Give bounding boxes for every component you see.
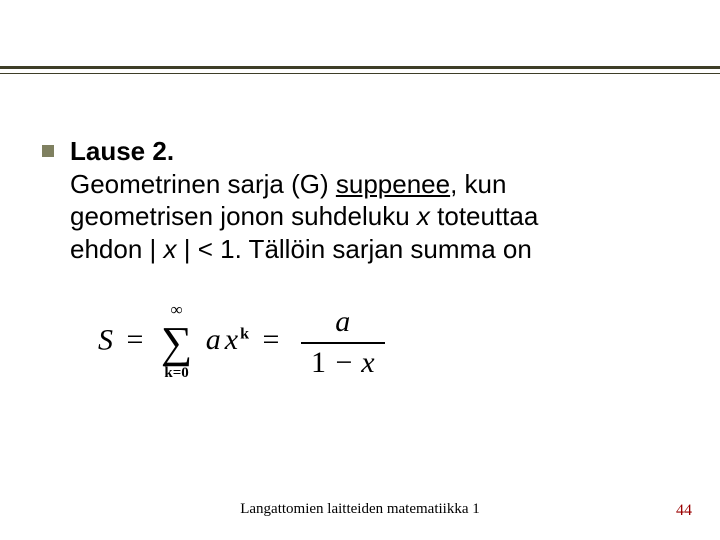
formula-lhs: S <box>98 323 113 356</box>
term-a: a <box>206 323 221 356</box>
formula: S = ∞ ∑ k=0 axk = a 1 − x <box>98 305 385 380</box>
line2-b: x <box>417 201 430 231</box>
sigma-symbol: ∑ <box>161 321 192 365</box>
term-x: x <box>225 323 238 356</box>
line1-b: suppenee <box>336 169 450 199</box>
footer-text: Langattomien laitteiden matematiikka 1 <box>0 501 720 518</box>
sigma-top: ∞ <box>171 301 183 318</box>
line3-c: | < 1. Tällöin sarjan summa on <box>177 234 532 264</box>
title-rule <box>0 66 720 76</box>
body-text: Lause 2. Geometrinen sarja (G) suppenee,… <box>70 135 538 265</box>
sigma-icon: ∞ ∑ k=0 <box>161 321 192 365</box>
slide-body: Lause 2. Geometrinen sarja (G) suppenee,… <box>42 135 680 265</box>
frac-den: 1 − x <box>301 346 385 381</box>
line1-a: Geometrinen sarja (G) <box>70 169 336 199</box>
sigma-bottom: k=0 <box>164 366 188 381</box>
line3-b: x <box>164 234 177 264</box>
formula-eq1: = <box>127 323 144 356</box>
line3-a: ehdon | <box>70 234 164 264</box>
heading: Lause 2. <box>70 136 174 166</box>
page-number: 44 <box>676 502 692 520</box>
line2-c: toteuttaa <box>430 201 538 231</box>
frac-line <box>301 342 385 344</box>
line1-c: , kun <box>450 169 506 199</box>
formula-eq2: = <box>263 323 280 356</box>
frac-num: a <box>301 305 385 340</box>
bullet-icon <box>42 145 54 157</box>
term-sup: k <box>240 325 249 342</box>
line2-a: geometrisen jonon suhdeluku <box>70 201 417 231</box>
fraction: a 1 − x <box>301 305 385 380</box>
